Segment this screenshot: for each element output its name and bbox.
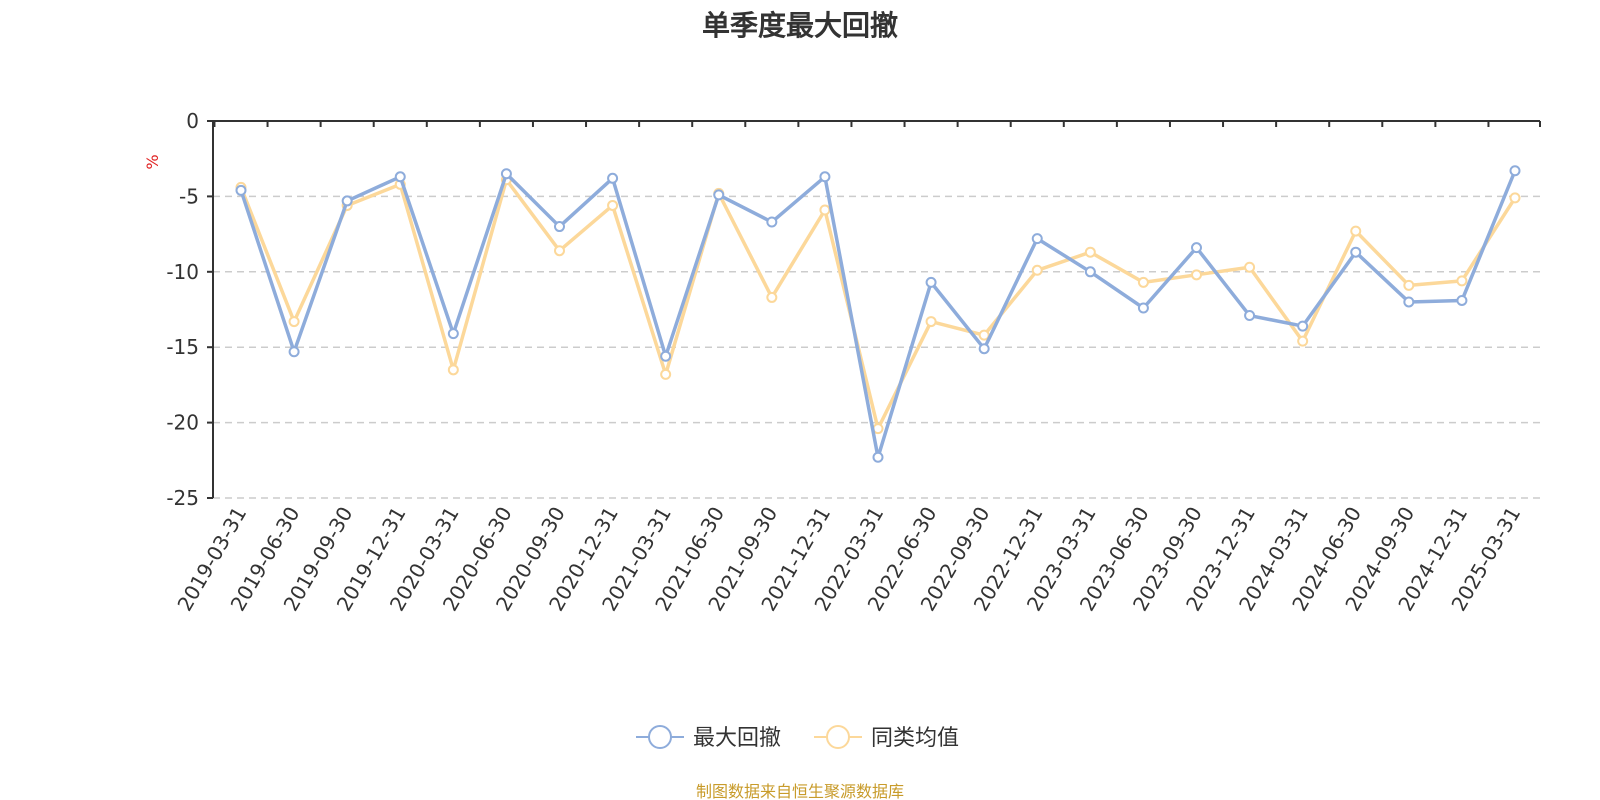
series-line-1	[239, 170, 1517, 460]
data-point	[766, 216, 778, 228]
data-point	[713, 189, 725, 201]
data-point	[819, 204, 831, 216]
data-point	[1456, 275, 1468, 287]
data-point	[607, 199, 619, 211]
data-point	[1191, 242, 1202, 254]
data-point	[1297, 335, 1309, 347]
data-point	[660, 368, 672, 380]
data-point	[1084, 246, 1096, 258]
data-point	[978, 329, 990, 341]
legend-marker-2	[826, 725, 850, 749]
data-point	[288, 346, 300, 358]
data-point	[925, 316, 937, 328]
data-point	[341, 195, 353, 207]
chart-title: 单季度最大回撤	[701, 9, 898, 42]
data-point	[660, 350, 672, 362]
data-point	[1084, 266, 1096, 278]
legend-label-1: 最大回撤	[693, 726, 781, 751]
data-point	[1137, 276, 1149, 288]
data-point	[554, 245, 565, 257]
y-tick-label: -5	[179, 184, 199, 208]
data-point	[978, 343, 990, 355]
data-point	[925, 276, 937, 288]
data-point	[1191, 269, 1202, 281]
y-tick-label: -15	[166, 335, 199, 359]
data-point	[1297, 320, 1309, 332]
legend-marker-1	[648, 725, 672, 749]
data-point	[1031, 264, 1043, 276]
source-note: 制图数据来自恒生聚源数据库	[695, 782, 904, 800]
data-point	[1244, 310, 1256, 322]
data-point	[1509, 192, 1521, 204]
legend-label-2: 同类均值	[871, 726, 959, 751]
data-point	[1350, 225, 1362, 237]
data-point	[1403, 296, 1415, 308]
data-point	[447, 328, 459, 340]
data-point	[872, 451, 884, 463]
data-point	[1031, 233, 1043, 245]
data-point	[288, 316, 300, 328]
data-point	[1403, 279, 1415, 291]
data-point	[1350, 246, 1362, 258]
data-point	[1456, 294, 1468, 306]
y-tick-label: -10	[166, 260, 199, 284]
data-point	[500, 168, 512, 180]
series-line-2	[239, 178, 1517, 431]
data-point	[447, 364, 459, 376]
data-point	[394, 171, 406, 183]
data-point	[1137, 302, 1149, 314]
data-point	[1244, 261, 1256, 273]
y-tick-label: -25	[166, 486, 199, 510]
y-tick-label: -20	[166, 411, 199, 435]
data-point	[766, 291, 778, 303]
data-point	[235, 184, 247, 196]
y-axis-label: %	[143, 154, 162, 169]
data-point	[1509, 165, 1521, 177]
data-point	[607, 172, 619, 184]
data-point	[554, 221, 565, 233]
y-tick-label: 0	[186, 109, 199, 133]
data-point	[819, 171, 831, 183]
